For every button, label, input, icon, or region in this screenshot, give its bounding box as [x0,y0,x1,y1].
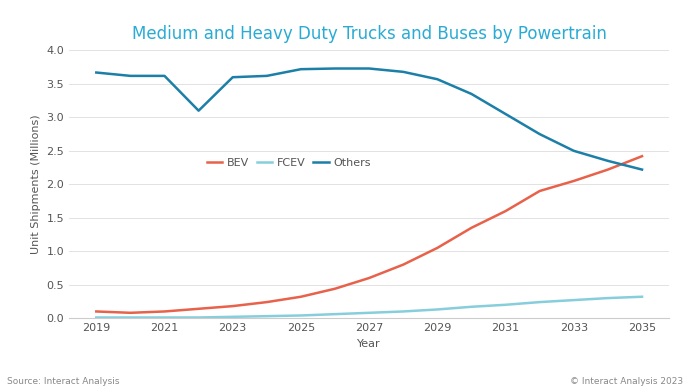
Others [92,70,101,75]
FCEV [92,315,101,320]
FCEV [433,307,442,312]
BEV [160,309,168,314]
FCEV [228,315,237,319]
BEV [263,300,271,305]
Y-axis label: Unit Shipments (Millions): Unit Shipments (Millions) [31,114,41,254]
Others [195,108,203,113]
Others [638,167,646,172]
BEV [604,167,612,172]
BEV [638,154,646,159]
Others [365,66,373,71]
BEV [399,262,407,267]
Others [297,67,305,71]
BEV [297,294,305,299]
FCEV [467,305,475,309]
BEV [570,178,578,183]
Line: BEV: BEV [97,156,642,313]
Others [126,74,135,78]
Others [433,77,442,81]
Others [535,132,544,137]
FCEV [297,313,305,318]
Text: © Interact Analysis 2023: © Interact Analysis 2023 [570,377,683,386]
Others [331,66,339,71]
Others [570,149,578,153]
FCEV [160,315,168,320]
BEV [331,286,339,291]
BEV [365,275,373,280]
Text: Source: Interact Analysis: Source: Interact Analysis [7,377,119,386]
FCEV [399,309,407,314]
Title: Medium and Heavy Duty Trucks and Buses by Powertrain: Medium and Heavy Duty Trucks and Buses b… [132,25,607,43]
FCEV [263,314,271,319]
BEV [467,225,475,230]
FCEV [535,300,544,305]
FCEV [502,303,510,307]
Legend: BEV, FCEV, Others: BEV, FCEV, Others [206,158,371,168]
BEV [502,209,510,213]
Others [604,159,612,163]
Others [263,74,271,78]
Others [502,112,510,116]
BEV [195,307,203,311]
FCEV [195,315,203,320]
FCEV [365,310,373,315]
Others [467,92,475,96]
Line: Others: Others [97,69,642,170]
FCEV [638,294,646,299]
BEV [228,304,237,308]
BEV [92,309,101,314]
BEV [126,310,135,315]
FCEV [570,298,578,302]
Others [228,75,237,80]
BEV [535,189,544,193]
FCEV [126,315,135,320]
Others [399,69,407,74]
Others [160,74,168,78]
BEV [433,246,442,250]
FCEV [331,312,339,317]
FCEV [604,296,612,300]
X-axis label: Year: Year [357,339,381,348]
Line: FCEV: FCEV [97,297,642,317]
